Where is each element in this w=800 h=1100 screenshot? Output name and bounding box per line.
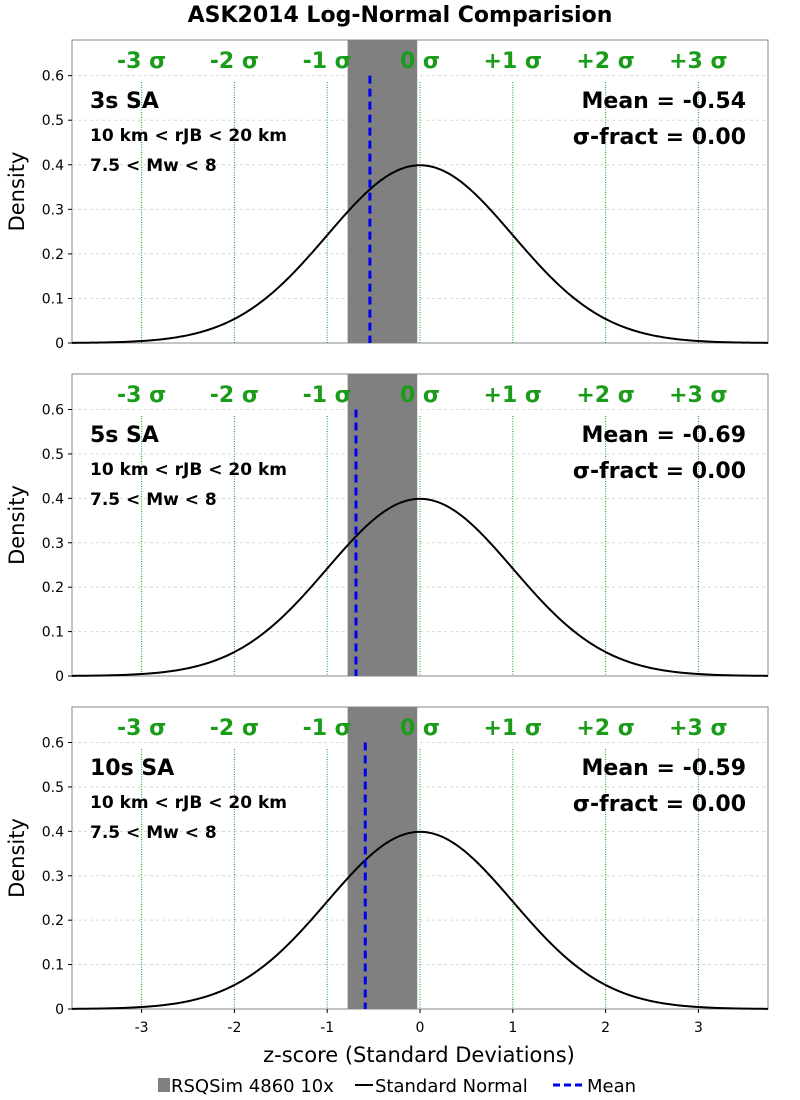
x-tick-label: 1 [508,1020,517,1036]
sigma-label: -3 σ [117,49,166,74]
y-tick-label: 0.6 [42,403,64,419]
distance-label: 10 km < rJB < 20 km [90,126,287,146]
sigma-label: -1 σ [303,716,352,741]
sigma-label: -1 σ [303,49,352,74]
period-label: 10s SA [90,756,174,781]
sigma-label: +3 σ [669,383,728,408]
y-tick-label: 0.2 [42,913,64,929]
shaded-band [347,40,418,343]
sigma-label: -2 σ [210,383,259,408]
panel-2: -3 σ -2 σ -1 σ 0 σ +1 σ +2 σ +3 σ 0 0.1 0.2 0.3 0.4… [5,706,769,1036]
sigma-label: +2 σ [576,383,635,408]
x-tick-label: 3 [694,1020,703,1036]
sigma-label: 0 σ [400,49,440,74]
period-label: 5s SA [90,423,159,448]
x-tick-label: -3 [135,1020,149,1036]
y-tick-label: 0.6 [42,69,64,85]
shaded-band [347,707,418,1009]
chart-title: ASK2014 Log-Normal Comparision [188,3,613,28]
y-tick-label: 0 [55,1002,64,1018]
legend-label: Mean [587,1076,636,1097]
y-tick-label: 0.4 [42,824,64,840]
standard-normal-curve [71,830,769,1010]
sigma-label: -2 σ [210,49,259,74]
period-label: 3s SA [90,89,159,114]
magnitude-label: 7.5 < Mw < 8 [90,490,217,510]
sigma-label: -3 σ [117,383,166,408]
shaded-band [347,374,418,676]
legend-label: Standard Normal [375,1076,528,1097]
y-tick-label: 0.3 [42,202,64,218]
magnitude-label: 7.5 < Mw < 8 [90,823,217,843]
panel-0: -3 σ -2 σ -1 σ 0 σ +1 σ +2 σ +3 σ 0 0.1 0.2 0.3 0.4… [5,39,769,352]
mean-value-label: Mean = -0.59 [582,756,746,781]
sigma-fract-label: σ-fract = 0.00 [573,125,746,150]
sigma-fract-label: σ-fract = 0.00 [573,459,746,484]
sigma-label: +1 σ [484,383,543,408]
x-axis-label: z-score (Standard Deviations) [263,1043,575,1067]
x-tick-label: -1 [320,1020,334,1036]
mean-value-label: Mean = -0.69 [582,423,746,448]
y-tick-label: 0.2 [42,247,64,263]
sigma-label: -3 σ [117,716,166,741]
y-tick-label: 0.6 [42,736,64,752]
legend-label: RSQSim 4860 10x [171,1076,334,1097]
y-tick-label: 0.4 [42,491,64,507]
y-axis-label: Density [5,152,29,232]
y-tick-label: 0.2 [42,580,64,596]
panels: -3 σ -2 σ -1 σ 0 σ +1 σ +2 σ +3 σ 0 0.1 0.2 0.3 0.4… [5,39,769,1036]
y-tick-label: 0 [55,336,64,352]
distance-label: 10 km < rJB < 20 km [90,460,287,480]
y-tick-label: 0.5 [42,447,64,463]
x-tick-label: 2 [601,1020,610,1036]
y-tick-label: 0.1 [42,958,64,974]
x-tick-label: 0 [416,1020,425,1036]
y-tick-label: 0.4 [42,158,64,174]
mean-value-label: Mean = -0.54 [582,89,746,114]
sigma-label: +2 σ [576,716,635,741]
sigma-label: +1 σ [484,716,543,741]
magnitude-label: 7.5 < Mw < 8 [90,156,217,176]
sigma-label: -2 σ [210,716,259,741]
sigma-label: +3 σ [669,716,728,741]
y-tick-label: 0.1 [42,291,64,307]
y-tick-label: 0.1 [42,625,64,641]
sigma-label: +2 σ [576,49,635,74]
distance-label: 10 km < rJB < 20 km [90,793,287,813]
sigma-label: 0 σ [400,383,440,408]
sigma-label: +1 σ [484,49,543,74]
y-tick-label: 0.3 [42,536,64,552]
sigma-label: +3 σ [669,49,728,74]
sigma-fract-label: σ-fract = 0.00 [573,792,746,817]
x-tick-label: -2 [227,1020,241,1036]
y-axis-label: Density [5,818,29,898]
sigma-label: -1 σ [303,383,352,408]
y-tick-label: 0.3 [42,869,64,885]
y-axis-label: Density [5,485,29,565]
legend: RSQSim 4860 10x Standard Normal Mean [158,1076,636,1097]
y-tick-label: 0.5 [42,780,64,796]
legend-swatch-shade [158,1078,170,1092]
panel-1: -3 σ -2 σ -1 σ 0 σ +1 σ +2 σ +3 σ 0 0.1 0.2 0.3 0.4… [5,373,769,685]
standard-normal-curve [71,497,769,677]
standard-normal-curve [71,164,769,344]
y-tick-label: 0.5 [42,113,64,129]
sigma-label: 0 σ [400,716,440,741]
y-tick-label: 0 [55,669,64,685]
